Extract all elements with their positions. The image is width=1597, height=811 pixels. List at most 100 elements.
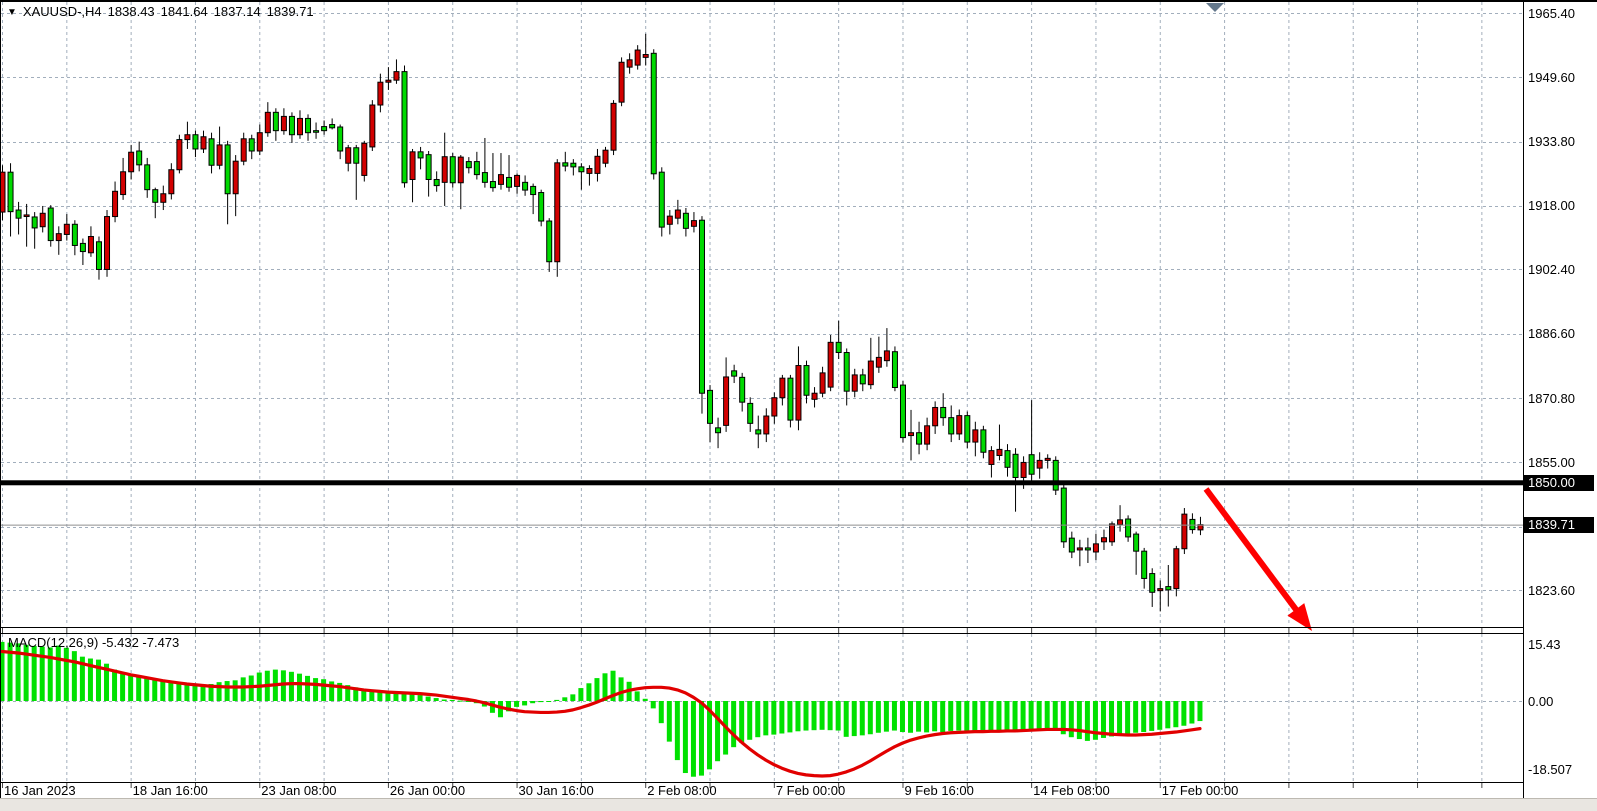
macd-histogram-bar (514, 701, 520, 707)
macd-histogram-bar (313, 678, 319, 701)
macd-histogram-bar (522, 701, 528, 706)
bear-candle (980, 429, 987, 453)
macd-histogram-bar (578, 688, 584, 701)
bull-candle (361, 142, 368, 176)
chart-plot-area[interactable]: 16 Jan 2023 18 Jan 16:00 23 Jan 08:00 26 Ja… (0, 0, 1523, 811)
macd-histogram-bar (1076, 701, 1082, 740)
bear-candle (144, 164, 151, 191)
macd-histogram-bar (859, 701, 865, 736)
macd-signal-line (0, 649, 1202, 778)
macd-histogram-bar (707, 701, 713, 770)
macd-histogram-bar (321, 679, 327, 701)
bear-candle (891, 351, 898, 389)
macd-histogram-bar (31, 645, 37, 701)
bull-candle (883, 350, 890, 362)
bear-candle (208, 138, 215, 166)
macd-histogram-bar (401, 693, 407, 701)
time-axis-label: 7 Feb 00:00 (776, 783, 845, 798)
bear-candle (425, 154, 432, 180)
macd-histogram-bar (546, 701, 552, 702)
macd-histogram-bar (506, 701, 512, 712)
bull-candle (827, 341, 834, 388)
bull-candle (851, 374, 858, 392)
macd-histogram-bar (224, 681, 230, 701)
macd-histogram-bar (47, 647, 53, 701)
macd-histogram-bar (369, 690, 375, 701)
macd-histogram-bar (610, 670, 616, 701)
bear-candle (916, 432, 923, 445)
bull-candle (1181, 513, 1188, 550)
macd-histogram-bar (642, 698, 648, 701)
macd-histogram-bar (1100, 701, 1106, 738)
bear-candle (1165, 586, 1172, 591)
macd-histogram-bar (602, 673, 608, 701)
price-axis-label: 1886.60 (1528, 326, 1575, 342)
macd-histogram-bar (240, 677, 246, 701)
bull-candle (666, 215, 673, 225)
price-axis: 1965.40 1949.60 1933.80 1918.00 1902.40 1886.… (1524, 0, 1597, 798)
macd-histogram-bar (827, 701, 833, 731)
bear-candle (1060, 487, 1067, 543)
bull-candle (23, 214, 30, 218)
bear-candle (321, 126, 328, 132)
macd-histogram-bar (1117, 701, 1123, 735)
bear-candle (248, 138, 255, 152)
macd-histogram-bar (7, 642, 13, 701)
macd-histogram-bar (248, 675, 254, 701)
bull-candle (763, 415, 770, 435)
trend-arrow-shaft[interactable] (1203, 487, 1301, 615)
bear-candle (1012, 453, 1019, 478)
bear-candle (1084, 547, 1091, 551)
bull-candle (112, 190, 119, 218)
bear-candle (948, 417, 955, 435)
ohlc-header: ▼ XAUUSD-,H4 1838.43 1841.64 1837.14 1839.71 (7, 4, 320, 19)
bull-candle (87, 235, 94, 254)
macd-histogram-bar (570, 694, 576, 701)
macd-histogram-bar (0, 641, 5, 701)
bear-candle (1141, 550, 1148, 579)
macd-histogram-bar (690, 701, 696, 777)
bear-candle (803, 365, 810, 396)
macd-histogram-bar (948, 701, 954, 731)
macd-histogram-bar (23, 644, 29, 701)
macd-histogram-bar (811, 701, 817, 731)
macd-histogram-bar (1157, 701, 1163, 730)
macd-histogram-bar (208, 684, 214, 701)
bear-candle (95, 241, 102, 270)
bull-candle (1092, 543, 1099, 553)
macd-histogram-bar (425, 696, 431, 701)
bull-candle (795, 365, 802, 421)
macd-histogram-bar (497, 701, 503, 718)
macd-histogram-bar (771, 701, 777, 735)
macd-histogram-bar (755, 701, 761, 738)
price-axis-label: 1902.40 (1528, 261, 1575, 277)
macd-histogram-bar (63, 647, 69, 701)
macd-histogram-bar (530, 701, 536, 704)
macd-histogram-bar (79, 656, 85, 701)
macd-histogram-bar (345, 685, 351, 701)
price-axis-label: 1870.80 (1528, 390, 1575, 406)
bull-candle (160, 193, 167, 203)
window-bottom-strip (0, 798, 1597, 811)
bull-candle (296, 117, 303, 136)
macd-histogram-bar (1197, 701, 1203, 722)
time-axis-label: 26 Jan 00:00 (390, 783, 465, 798)
bear-candle (489, 181, 496, 189)
macd-histogram-bar (152, 679, 158, 701)
macd-indicator-label: MACD(12,26,9) -5.432 -7.473 (8, 635, 180, 650)
support-level-line-1850[interactable] (0, 480, 1523, 486)
macd-histogram-bar (787, 701, 793, 733)
macd-histogram-bar (39, 646, 45, 701)
bull-candle (39, 212, 46, 228)
bull-candle (63, 223, 70, 235)
bear-candle (1133, 533, 1140, 552)
macd-histogram-bar (666, 701, 672, 742)
bull-candle (55, 233, 62, 242)
macd-histogram-bar (964, 701, 970, 731)
bear-candle (353, 147, 360, 164)
bull-candle (602, 149, 609, 164)
macd-histogram-bar (95, 659, 101, 701)
macd-histogram-bar (843, 701, 849, 737)
collapse-indicator-icon[interactable]: ▼ (7, 7, 17, 18)
trend-arrow-head[interactable] (1287, 603, 1312, 631)
